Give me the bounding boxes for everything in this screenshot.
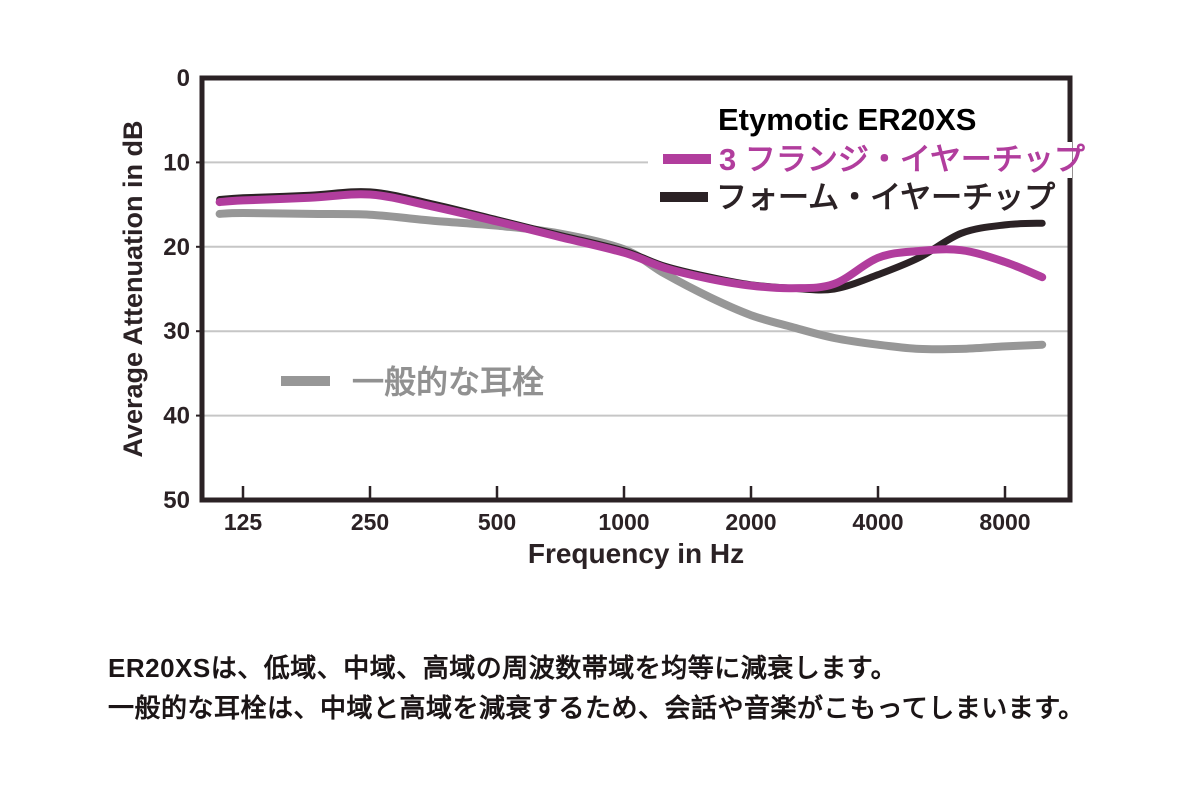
series-line-flange-tip	[215, 190, 1047, 293]
legend-label-foam-tip: フォーム・イヤーチップ	[716, 180, 1056, 215]
x-tick-label-4000: 4000	[852, 509, 903, 535]
caption-line-1: ER20XSは、低域、中域、高域の周波数帯域を均等に減衰します。	[108, 653, 898, 683]
y-tick-label-30: 30	[163, 318, 190, 345]
series-line-generic-earplug	[215, 209, 1047, 354]
x-tick-label-1000: 1000	[598, 509, 649, 535]
legend-bg	[648, 142, 1072, 178]
chart-svg: 125 250 500 1000 2000 4000 8000 0 10 20 30 40 50 Et…	[118, 65, 1086, 569]
legend: Etymotic ER20XS 3 フランジ・イヤーチップ フォーム・イヤーチッ…	[281, 102, 1086, 400]
x-tick-label-500: 500	[478, 509, 516, 535]
y-tick-label-50: 50	[163, 487, 190, 514]
y-tick-label-10: 10	[163, 149, 190, 176]
y-tick-label-0: 0	[177, 65, 190, 92]
legend-label-generic-earplug: 一般的な耳栓	[352, 364, 544, 400]
x-tick-label-250: 250	[351, 509, 389, 535]
x-axis-ticks: 125 250 500 1000 2000 4000 8000	[224, 486, 1031, 535]
y-tick-label-40: 40	[163, 403, 190, 430]
plot-frame	[199, 75, 1073, 503]
caption-line-2: 一般的な耳栓は、中域と高域を減衰するため、会話や音楽がこもってしまいます。	[108, 693, 1085, 723]
legend-label-flange-tip: 3 フランジ・イヤーチップ	[719, 142, 1086, 177]
x-tick-label-2000: 2000	[725, 509, 776, 535]
x-tick-label-8000: 8000	[979, 509, 1030, 535]
y-axis-ticks: 0 10 20 30 40 50	[163, 65, 204, 514]
x-tick-label-125: 125	[224, 509, 263, 535]
caption: ER20XSは、低域、中域、高域の周波数帯域を均等に減衰します。 一般的な耳栓は…	[108, 648, 1168, 728]
legend-title: Etymotic ER20XS	[718, 102, 976, 137]
attenuation-chart: 125 250 500 1000 2000 4000 8000 0 10 20 30 40 50 Et…	[118, 65, 1086, 569]
x-axis-title: Frequency in Hz	[528, 538, 744, 569]
y-tick-label-20: 20	[163, 234, 190, 261]
y-axis-title: Average Attenuation in dB	[118, 120, 148, 457]
data-series-lines	[215, 188, 1047, 354]
